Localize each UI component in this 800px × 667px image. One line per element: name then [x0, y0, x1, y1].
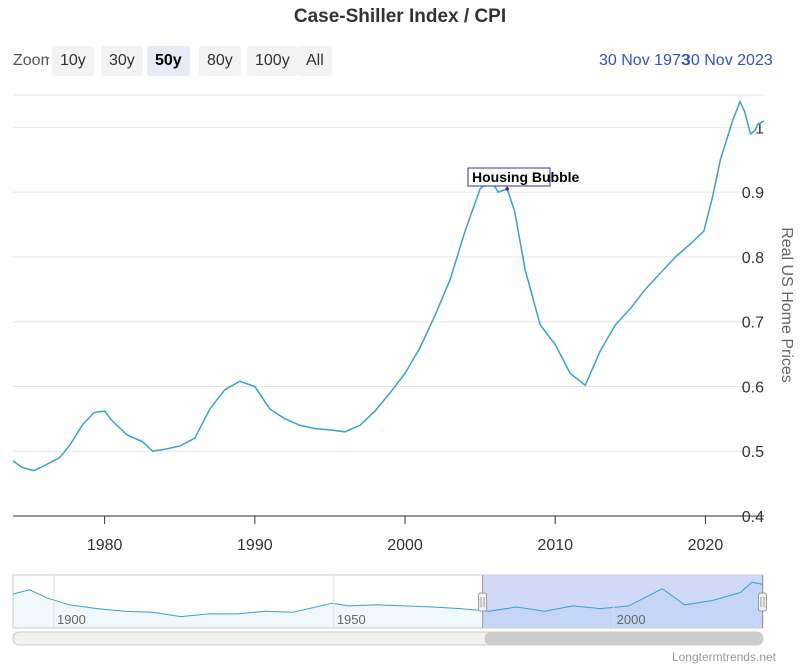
- y-axis-ticks: 0.4 0.5 0.6 0.7 0.8 0.9 1: [742, 120, 764, 526]
- series-line: [12, 99, 765, 472]
- y-tick-label: 0.7: [742, 315, 764, 332]
- navigator-tick-label: 1900: [57, 612, 86, 627]
- x-tick-label: 2020: [688, 537, 724, 554]
- navigator-tick-label: 2000: [617, 612, 646, 627]
- zoom-label: Zoom: [13, 52, 49, 69]
- navigator-series-line: [12, 581, 764, 618]
- y-tick-label: 0.4: [742, 509, 764, 526]
- zoom-button-10y[interactable]: 10y: [52, 46, 94, 76]
- annotation-box: [467, 167, 551, 187]
- x-tick-label: 2000: [387, 537, 423, 554]
- x-tick-label: 1990: [237, 537, 273, 554]
- chart-title: Case-Shiller Index / CPI: [293, 6, 507, 27]
- navigator-gridlines: [53, 575, 615, 628]
- scrollbar-thumb[interactable]: [484, 632, 763, 645]
- navigator-handles[interactable]: [478, 575, 767, 628]
- credit-text[interactable]: Longtermtrends.net: [671, 650, 776, 664]
- zoom-button-100y[interactable]: 100y: [247, 46, 298, 76]
- navigator-series-area: [13, 582, 763, 628]
- zoom-button-50y[interactable]: 50y: [147, 46, 190, 76]
- navigator-handle-left[interactable]: [478, 592, 488, 612]
- x-tick-label: 1980: [87, 537, 123, 554]
- gridlines: [13, 94, 764, 452]
- range-to-input[interactable]: 30 Nov 2023: [682, 52, 773, 69]
- y-axis-label: Real US Home Prices: [778, 227, 795, 383]
- zoom-button-80y[interactable]: 80y: [199, 46, 241, 76]
- zoom-button-30y[interactable]: 30y: [101, 46, 143, 76]
- x-axis-ticks: 1980 1990 2000 2010 2020: [87, 516, 723, 554]
- navigator-x-ticks: 1900 1950 2000: [57, 612, 646, 627]
- navigator-selected-range[interactable]: [482, 575, 763, 628]
- y-tick-label: 0.8: [742, 250, 764, 267]
- annotation-point: [505, 187, 509, 191]
- y-tick-label: 0.5: [742, 444, 764, 461]
- x-tick-label: 2010: [537, 537, 573, 554]
- scrollbar-track[interactable]: [12, 631, 764, 646]
- navigator-handle-right[interactable]: [757, 592, 767, 612]
- annotation-label: Housing Bubble: [472, 169, 580, 185]
- housing-bubble-annotation: Housing Bubble: [467, 167, 580, 191]
- y-tick-label: 0.9: [742, 185, 764, 202]
- y-tick-label: 0.6: [742, 379, 764, 396]
- zoom-button-All[interactable]: All: [298, 46, 332, 76]
- navigator-background: [12, 574, 764, 629]
- y-tick-label: 1: [755, 120, 764, 137]
- navigator[interactable]: 1900 1950 2000: [12, 574, 767, 646]
- navigator-tick-label: 1950: [337, 612, 366, 627]
- range-from-input[interactable]: 30 Nov 1973: [599, 52, 690, 69]
